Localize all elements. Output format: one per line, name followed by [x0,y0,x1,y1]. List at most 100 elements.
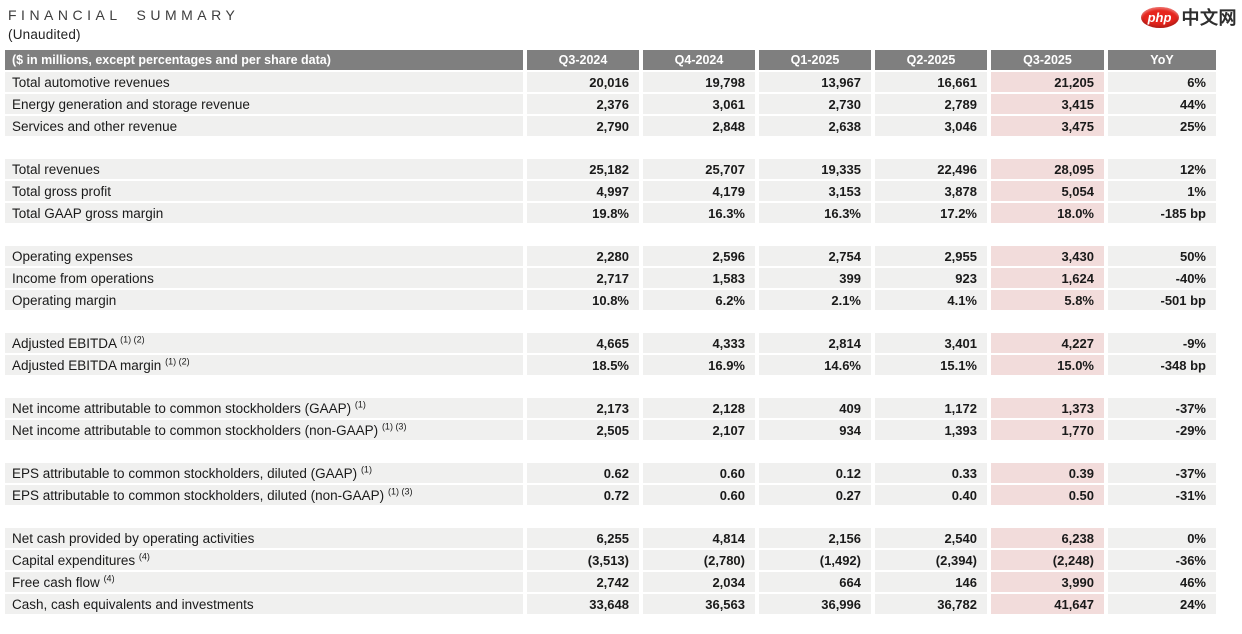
cell-yoy: 24% [1108,594,1216,616]
cell-q4-2024: 2,034 [643,572,759,594]
cell-q4-2024: 25,707 [643,159,759,181]
cell-yoy: -501 bp [1108,290,1216,312]
footnote-superscript: (1) (2) [165,356,190,366]
cell-q3-2025: 15.0% [991,355,1108,377]
row-label: EPS attributable to common stockholders,… [5,463,527,485]
cell-q3-2025: 0.39 [991,463,1108,485]
cell-q4-2024: 36,563 [643,594,759,616]
table-row: Operating expenses 2,280 2,596 2,754 2,955 3,… [5,246,1216,268]
cell-q1-2025: 2,754 [759,246,875,268]
cell-q4-2024: (2,780) [643,550,759,572]
row-label: Free cash flow (4) [5,572,527,594]
section-gap [5,312,1216,333]
cell-q4-2024: 4,179 [643,181,759,203]
cell-q1-2025: 2,814 [759,333,875,355]
cell-q2-2025: 3,401 [875,333,991,355]
table-row: Free cash flow (4) 2,742 2,034 664 146 3,990 4… [5,572,1216,594]
cell-q1-2025: 2,638 [759,116,875,138]
cell-q3-2024: 6,255 [527,528,643,550]
cell-q3-2025: 18.0% [991,203,1108,225]
cell-q2-2025: 36,782 [875,594,991,616]
cell-q3-2024: 2,280 [527,246,643,268]
cell-q3-2025: 28,095 [991,159,1108,181]
cell-q3-2024: 19.8% [527,203,643,225]
row-label: Income from operations [5,268,527,290]
cell-q1-2025: 14.6% [759,355,875,377]
section-gap [5,507,1216,528]
row-label: Net income attributable to common stockh… [5,398,527,420]
cell-q1-2025: 0.12 [759,463,875,485]
cell-q4-2024: 0.60 [643,485,759,507]
cell-q3-2024: 33,648 [527,594,643,616]
cell-q3-2024: 2,376 [527,94,643,116]
table-row: Operating margin 10.8% 6.2% 2.1% 4.1% 5.8% -50… [5,290,1216,312]
footnote-superscript: (4) [103,573,115,583]
cell-yoy: 0% [1108,528,1216,550]
cell-q1-2025: 3,153 [759,181,875,203]
cell-q1-2025: 934 [759,420,875,442]
cell-q3-2024: 10.8% [527,290,643,312]
section-gap-cell [5,138,1216,159]
cell-yoy: -185 bp [1108,203,1216,225]
cell-q2-2025: 1,172 [875,398,991,420]
footnote-superscript: (1) (2) [120,334,145,344]
cell-yoy: 50% [1108,246,1216,268]
cell-q1-2025: 664 [759,572,875,594]
row-label: Operating expenses [5,246,527,268]
cell-q3-2025: 4,227 [991,333,1108,355]
cell-q3-2025: 41,647 [991,594,1108,616]
cell-yoy: -40% [1108,268,1216,290]
row-label: Total automotive revenues [5,72,527,94]
cell-q3-2025: 1,770 [991,420,1108,442]
cell-q4-2024: 2,848 [643,116,759,138]
table-row: EPS attributable to common stockholders,… [5,463,1216,485]
table-row: Adjusted EBITDA (1) (2) 4,665 4,333 2,814 3,… [5,333,1216,355]
cell-q4-2024: 16.9% [643,355,759,377]
column-header-yoy: YoY [1108,50,1216,72]
cell-q3-2024: 0.72 [527,485,643,507]
table-row: Net income attributable to common stockh… [5,420,1216,442]
cell-q1-2025: 13,967 [759,72,875,94]
row-label: EPS attributable to common stockholders,… [5,485,527,507]
section-gap-cell [5,312,1216,333]
section-gap-cell [5,442,1216,463]
cell-q2-2025: 2,540 [875,528,991,550]
footnote-superscript: (1) (3) [381,421,407,431]
row-label: Operating margin [5,290,527,312]
cell-q4-2024: 3,061 [643,94,759,116]
footnote-superscript: (1) [360,464,372,474]
section-gap [5,442,1216,463]
cell-q2-2025: 2,789 [875,94,991,116]
row-label: Energy generation and storage revenue [5,94,527,116]
table-row: Capital expenditures (4) (3,513) (2,780) (1… [5,550,1216,572]
cell-q3-2025: 5.8% [991,290,1108,312]
cell-yoy: -29% [1108,420,1216,442]
table-row: Total automotive revenues 20,016 19,798 13,… [5,72,1216,94]
cell-q3-2025: 3,430 [991,246,1108,268]
cell-q4-2024: 4,814 [643,528,759,550]
table-units-header: ($ in millions, except percentages and p… [5,50,527,72]
table-row: Energy generation and storage revenue 2,3… [5,94,1216,116]
cell-q3-2024: 20,016 [527,72,643,94]
column-header-q1-2025: Q1-2025 [759,50,875,72]
cell-q2-2025: 146 [875,572,991,594]
cell-q2-2025: 22,496 [875,159,991,181]
cell-yoy: 1% [1108,181,1216,203]
cell-yoy: -37% [1108,398,1216,420]
row-label: Total gross profit [5,181,527,203]
cell-yoy: 12% [1108,159,1216,181]
cell-q4-2024: 2,107 [643,420,759,442]
row-label: Total GAAP gross margin [5,203,527,225]
cell-q4-2024: 0.60 [643,463,759,485]
page-subtitle: (Unaudited) [8,27,81,42]
row-label: Net income attributable to common stockh… [5,420,527,442]
cell-yoy: -9% [1108,333,1216,355]
cell-q4-2024: 2,596 [643,246,759,268]
cell-q3-2024: 18.5% [527,355,643,377]
cell-q2-2025: (2,394) [875,550,991,572]
table-row: Cash, cash equivalents and investments 33… [5,594,1216,616]
php-logo-text: php [1147,9,1172,25]
cell-q2-2025: 4.1% [875,290,991,312]
cell-q4-2024: 1,583 [643,268,759,290]
